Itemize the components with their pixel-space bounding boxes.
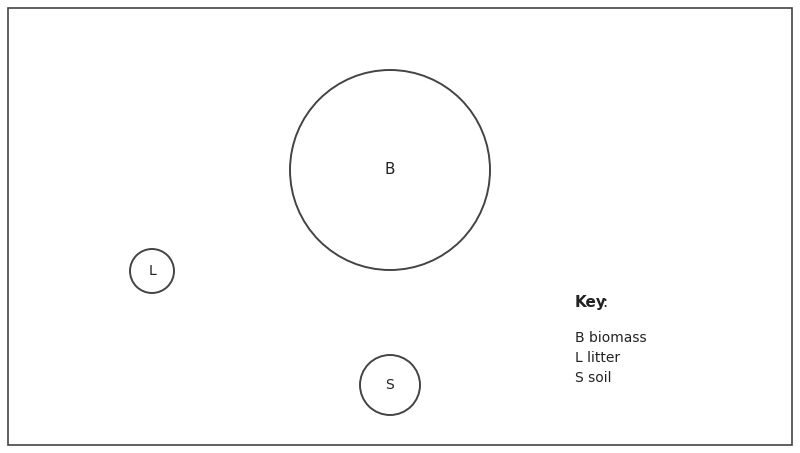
Text: L: L — [148, 264, 156, 278]
Text: :: : — [602, 295, 607, 310]
Text: B: B — [385, 163, 395, 178]
Text: L litter: L litter — [575, 351, 620, 365]
Text: B biomass: B biomass — [575, 331, 646, 345]
Text: S: S — [386, 378, 394, 392]
Circle shape — [360, 355, 420, 415]
Circle shape — [130, 249, 174, 293]
Circle shape — [290, 70, 490, 270]
Text: Key: Key — [575, 295, 607, 310]
Text: S soil: S soil — [575, 371, 611, 385]
